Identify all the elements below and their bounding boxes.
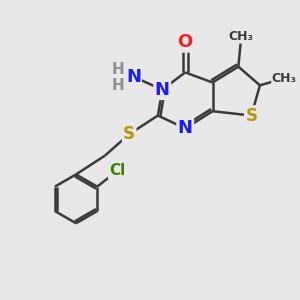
Text: N: N [126, 68, 141, 86]
Text: S: S [245, 106, 257, 124]
Text: Cl: Cl [109, 163, 125, 178]
Text: CH₃: CH₃ [229, 30, 254, 43]
Text: S: S [123, 125, 135, 143]
Text: H: H [111, 78, 124, 93]
Text: O: O [178, 33, 193, 51]
Text: N: N [178, 119, 193, 137]
Text: CH₃: CH₃ [272, 72, 297, 85]
Text: N: N [155, 81, 170, 99]
Text: H: H [111, 62, 124, 77]
